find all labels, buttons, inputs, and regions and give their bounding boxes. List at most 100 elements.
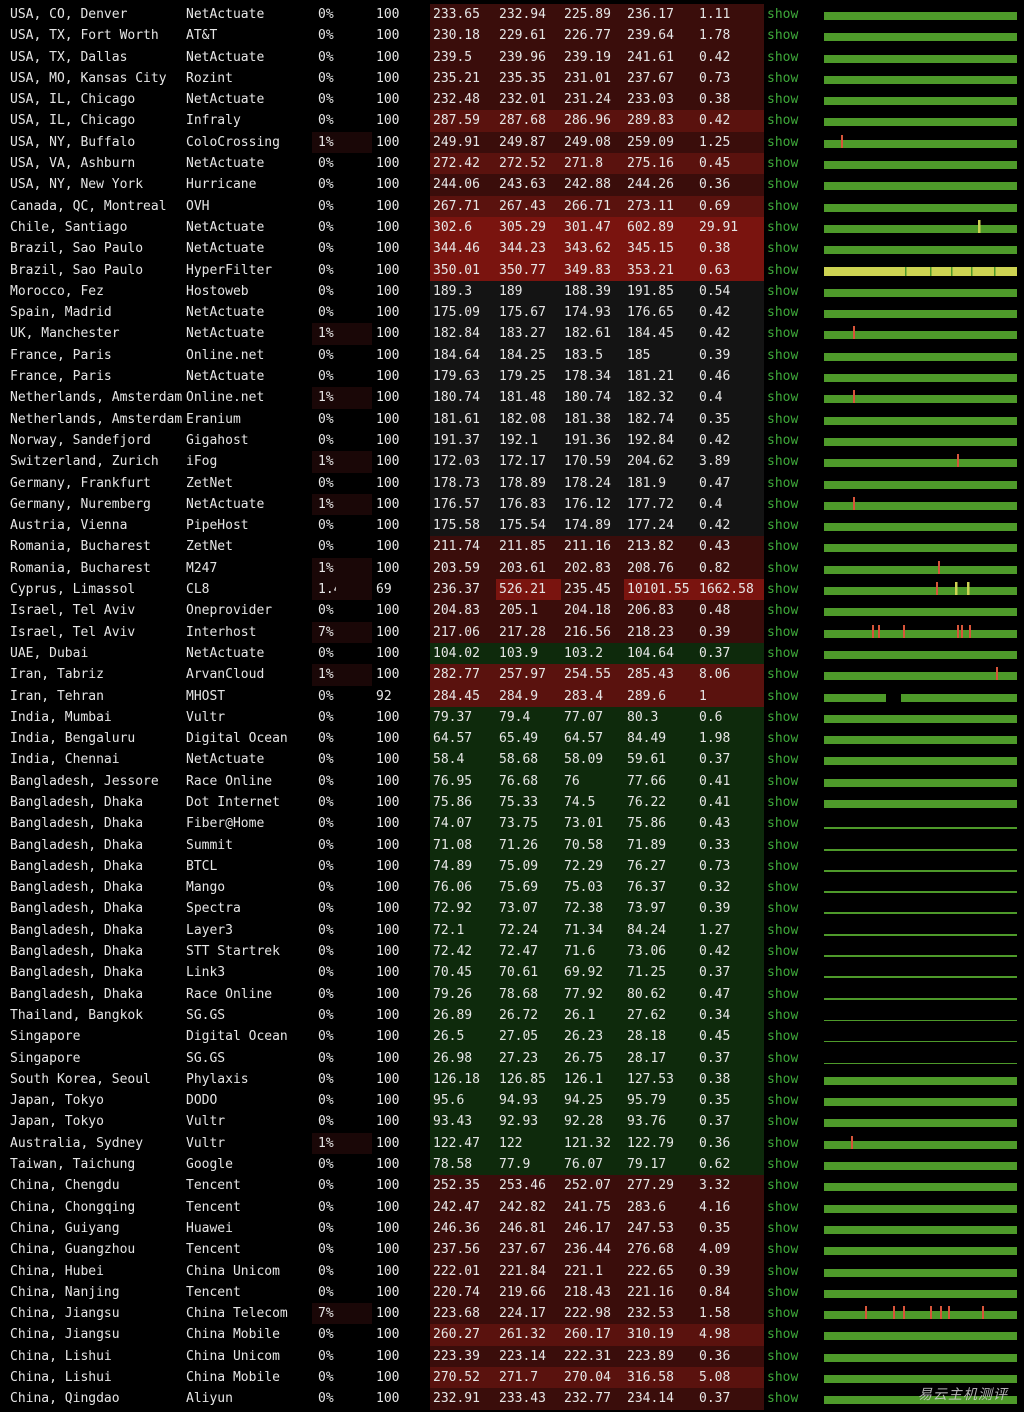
table-row: Bangladesh, Dhaka Race Online 0% 100 79.26 78… (0, 983, 1024, 1005)
show-link[interactable]: show (767, 944, 799, 960)
latency-history-bar (824, 28, 1017, 42)
show-link[interactable]: show (767, 198, 799, 214)
show-link[interactable]: show (767, 922, 799, 938)
show-link[interactable]: show (767, 1007, 799, 1023)
show-link[interactable]: show (767, 28, 799, 44)
show-link[interactable]: show (767, 1220, 799, 1236)
show-link[interactable]: show (767, 1199, 799, 1215)
history-fill (824, 1375, 1017, 1383)
provider-cell: NetActuate (186, 496, 265, 512)
sent-cell: 100 (376, 1007, 400, 1023)
show-link[interactable]: show (767, 1348, 799, 1364)
show-link[interactable]: show (767, 560, 799, 576)
best-latency-cell: 74.5 (561, 791, 627, 814)
show-link[interactable]: show (767, 113, 799, 129)
show-link[interactable]: show (767, 1050, 799, 1066)
show-link[interactable]: show (767, 1135, 799, 1151)
show-link[interactable]: show (767, 645, 799, 661)
show-link[interactable]: show (767, 880, 799, 896)
show-link[interactable]: show (767, 752, 799, 768)
show-link[interactable]: show (767, 518, 799, 534)
show-link[interactable]: show (767, 667, 799, 683)
show-link[interactable]: show (767, 1157, 799, 1173)
show-link[interactable]: show (767, 70, 799, 86)
show-link[interactable]: show (767, 496, 799, 512)
show-link[interactable]: show (767, 965, 799, 981)
latency-history-bar (824, 539, 1017, 553)
show-link[interactable]: show (767, 369, 799, 385)
show-link[interactable]: show (767, 1242, 799, 1258)
avg-latency-cell: 182.08 (496, 408, 562, 430)
table-row: South Korea, Seoul Phylaxis 0% 100 126.18 126… (0, 1068, 1024, 1091)
show-link[interactable]: show (767, 390, 799, 406)
show-link[interactable]: show (767, 283, 799, 299)
show-link[interactable]: show (767, 539, 799, 555)
show-link[interactable]: show (767, 837, 799, 853)
show-link[interactable]: show (767, 156, 799, 172)
loss-cell: 0% (318, 1284, 334, 1300)
show-link[interactable]: show (767, 773, 799, 789)
show-link[interactable]: show (767, 688, 799, 704)
show-link[interactable]: show (767, 582, 799, 598)
avg-latency-cell: 267.43 (496, 195, 562, 217)
show-link[interactable]: show (767, 603, 799, 619)
loss-cell: 1% (318, 454, 334, 470)
show-link[interactable]: show (767, 816, 799, 832)
show-link[interactable]: show (767, 986, 799, 1002)
show-link[interactable]: show (767, 305, 799, 321)
show-link[interactable]: show (767, 262, 799, 278)
show-link[interactable]: show (767, 454, 799, 470)
show-link[interactable]: show (767, 134, 799, 150)
show-link[interactable]: show (767, 1114, 799, 1130)
show-link[interactable]: show (767, 1370, 799, 1385)
show-link[interactable]: show (767, 858, 799, 874)
show-link[interactable]: show (767, 49, 799, 65)
history-sparkline (824, 1268, 1017, 1277)
loss-cell: 0% (318, 1093, 334, 1109)
show-link[interactable]: show (767, 7, 799, 22)
stdev-cell: 0.84 (696, 1281, 764, 1304)
show-link[interactable]: show (767, 731, 799, 747)
best-latency-cell: 126.1 (561, 1068, 627, 1091)
stdev-cell: 0.39 (696, 898, 764, 920)
show-link[interactable]: show (767, 219, 799, 235)
show-link[interactable]: show (767, 92, 799, 108)
show-link[interactable]: show (767, 432, 799, 448)
show-link[interactable]: show (767, 1327, 799, 1343)
history-fill (824, 997, 1017, 1000)
show-link[interactable]: show (767, 709, 799, 725)
last-latency-cell: 58.4 (430, 749, 496, 771)
show-link[interactable]: show (767, 1284, 799, 1300)
show-link[interactable]: show (767, 241, 799, 257)
show-link[interactable]: show (767, 1093, 799, 1109)
show-link[interactable]: show (767, 1178, 799, 1194)
avg-latency-cell: 73.75 (496, 813, 562, 835)
sent-cell: 100 (376, 901, 400, 917)
show-link[interactable]: show (767, 1263, 799, 1279)
show-link[interactable]: show (767, 624, 799, 640)
loss-cell: 0% (318, 1327, 334, 1343)
show-link[interactable]: show (767, 1029, 799, 1045)
show-link[interactable]: show (767, 794, 799, 810)
show-link[interactable]: show (767, 1306, 799, 1322)
stdev-cell: 1.27 (696, 919, 764, 942)
last-latency-cell: 239.5 (430, 46, 496, 68)
show-link[interactable]: show (767, 177, 799, 193)
show-link[interactable]: show (767, 347, 799, 363)
last-latency-cell: 79.37 (430, 706, 496, 729)
show-link[interactable]: show (767, 475, 799, 491)
show-link[interactable]: show (767, 1071, 799, 1087)
latency-history-bar (824, 177, 1017, 191)
show-link[interactable]: show (767, 1391, 799, 1407)
location-cell: Canada, QC, Montreal (10, 198, 167, 214)
provider-cell: DODO (186, 1093, 218, 1109)
show-link[interactable]: show (767, 326, 799, 342)
provider-cell: Spectra (186, 901, 241, 917)
provider-cell: Mango (186, 880, 226, 896)
show-link[interactable]: show (767, 411, 799, 427)
history-sparkline (824, 757, 1017, 766)
history-fill (824, 1162, 1017, 1171)
show-link[interactable]: show (767, 901, 799, 917)
table-row: Romania, Bucharest ZetNet 0% 100 211.74 211.8… (0, 536, 1024, 558)
latency-history-bar (824, 113, 1017, 127)
